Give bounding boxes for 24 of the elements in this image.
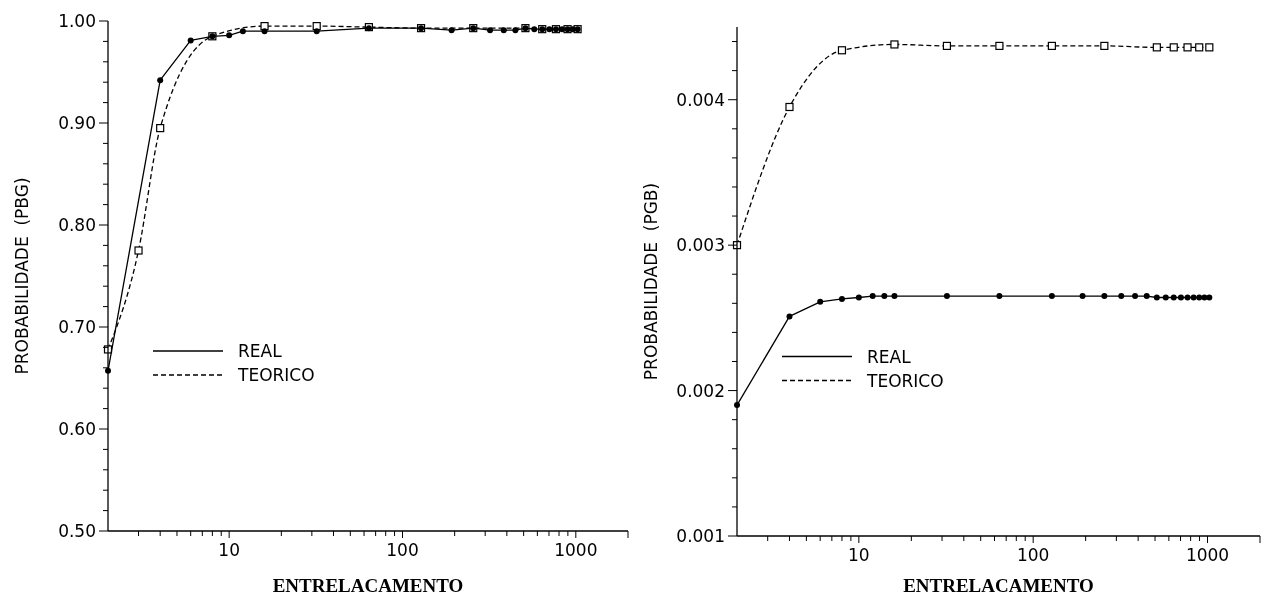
y-tick-label: 0.50 (58, 521, 96, 541)
x-tick-label: 10 (848, 545, 870, 565)
legend-label: TEORICO (866, 370, 944, 391)
x-tick-label: 1000 (554, 540, 598, 560)
y-tick-label: 0.002 (676, 380, 725, 401)
y-tick-label: 0.003 (676, 235, 725, 256)
x-tick-label: 100 (386, 540, 419, 560)
legend-label: REAL (238, 341, 283, 361)
y-tick-label: 0.70 (58, 317, 96, 337)
y-tick-label: 0.90 (58, 113, 96, 133)
x-axis-title: ENTRELACAMENTO (272, 575, 464, 596)
x-axis-title: ENTRELACAMENTO (903, 575, 1094, 596)
x-tick-label: 100 (1016, 545, 1050, 565)
y-tick-label: 0.001 (676, 526, 725, 546)
x-tick-label: 10 (218, 540, 240, 560)
x-tick-label: 1000 (1185, 545, 1230, 565)
y-tick-label: 0.80 (58, 215, 96, 235)
y-tick-label: 0.004 (676, 89, 725, 110)
y-axis-title: PROBABILIDADE (PBG) (12, 177, 32, 375)
legend-label: TEORICO (237, 365, 315, 385)
y-tick-label: 0.60 (58, 419, 96, 439)
legend-label: REAL (867, 346, 912, 367)
y-axis-title: PROBABILIDADE (PGB) (641, 182, 661, 381)
y-tick-label: 1.00 (58, 11, 96, 31)
